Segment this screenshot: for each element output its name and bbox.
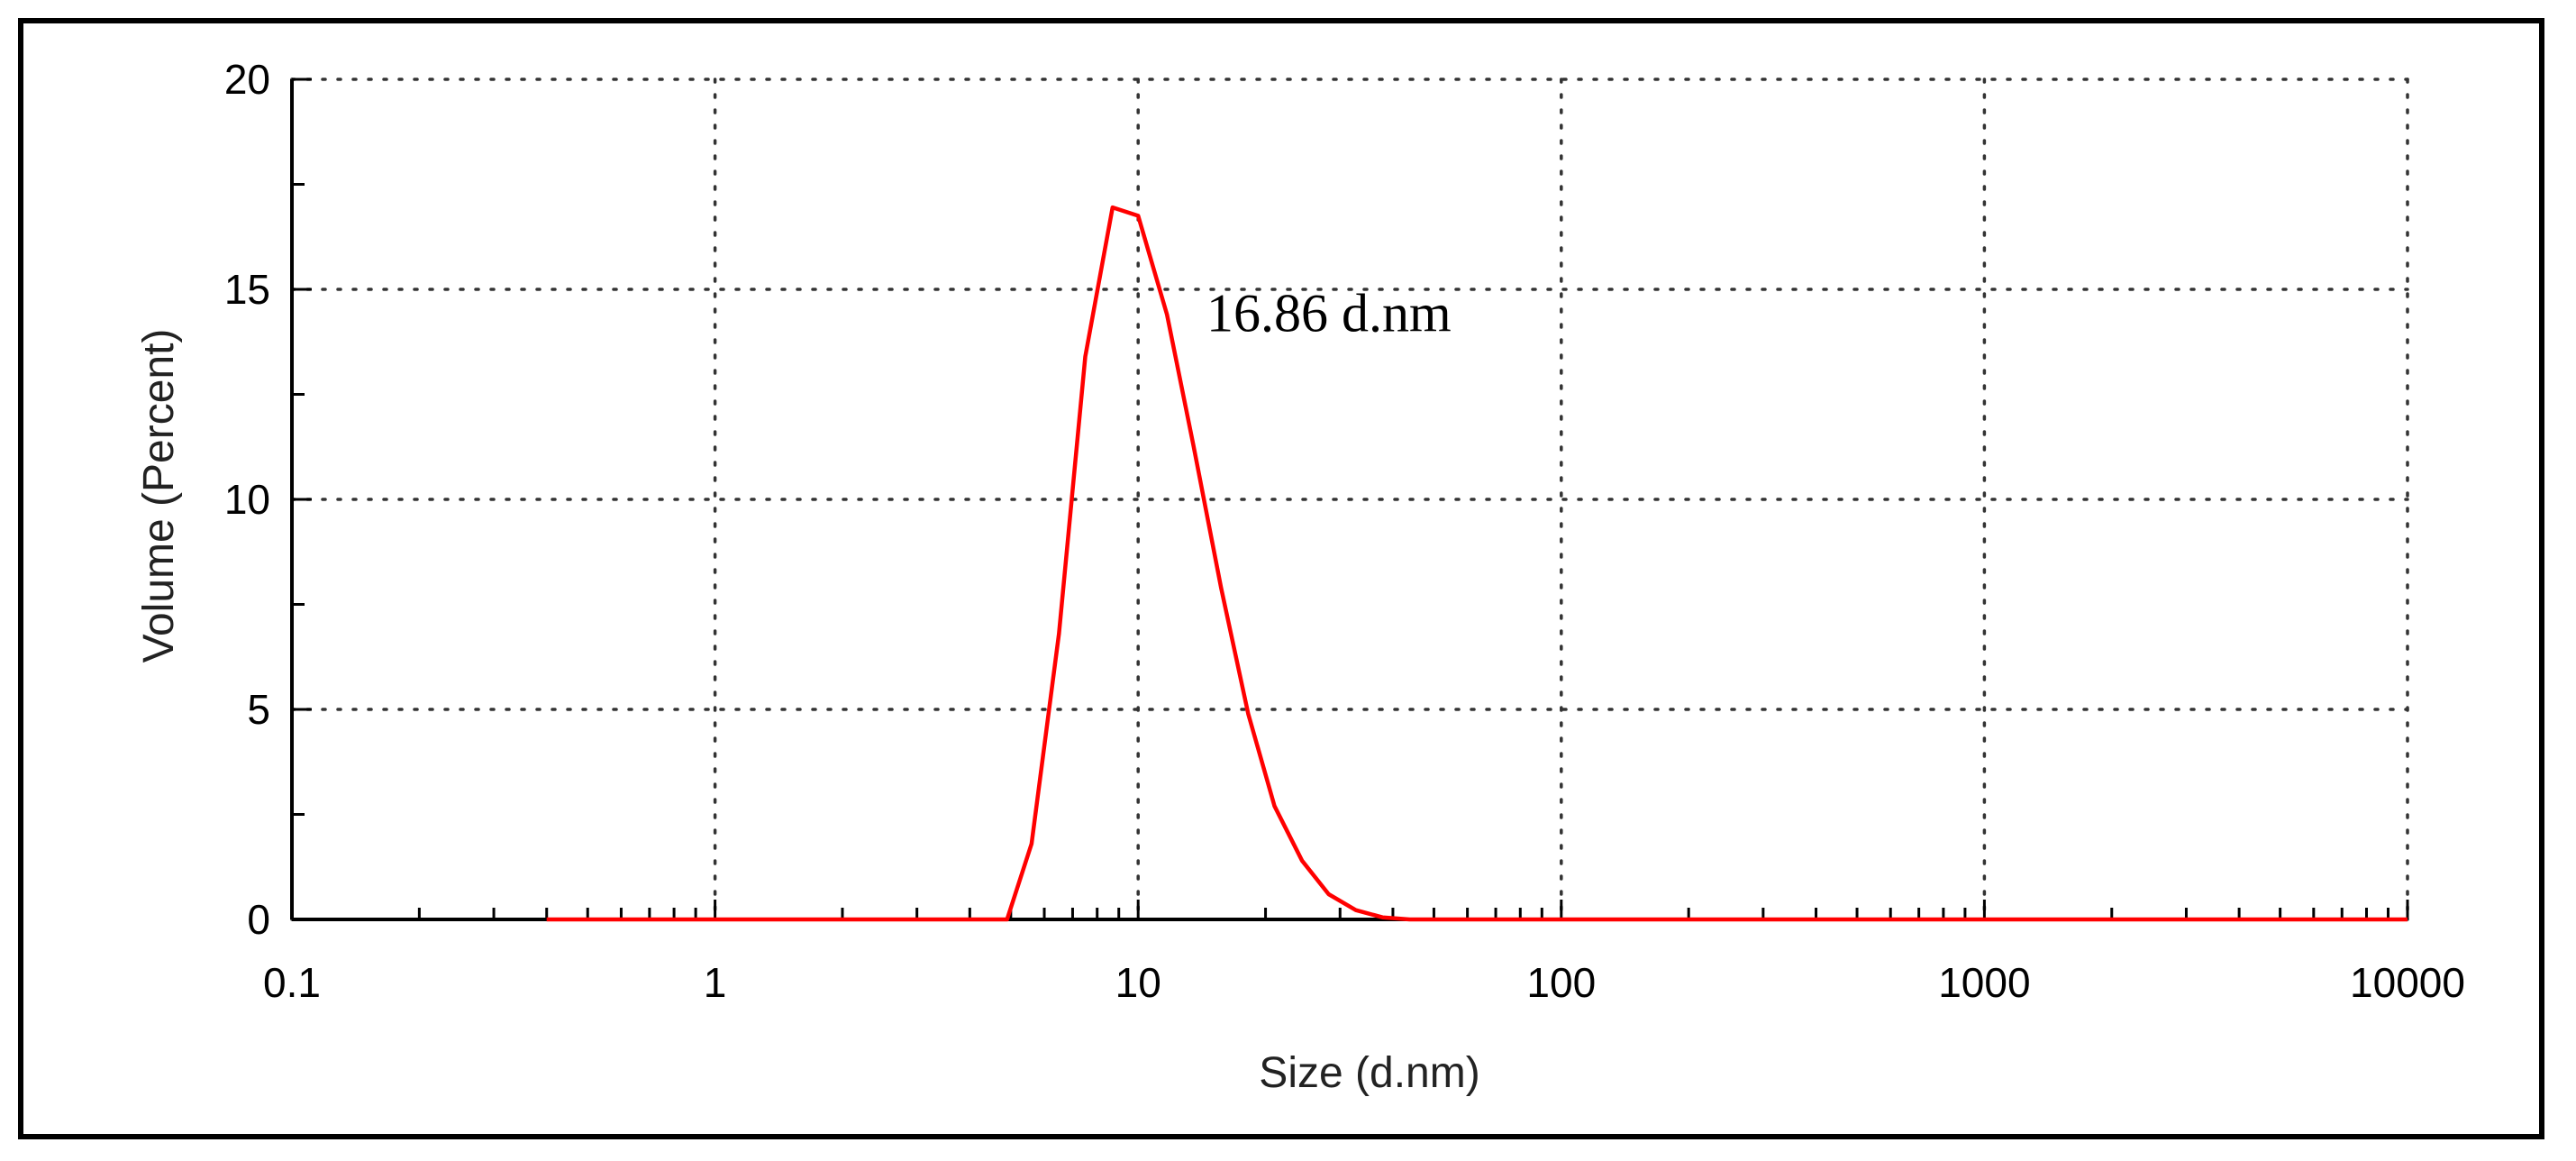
series-layer bbox=[546, 205, 2408, 922]
x-tick-label: 10000 bbox=[2350, 959, 2465, 1006]
y-tick-label: 5 bbox=[247, 686, 270, 733]
y-tick-label: 15 bbox=[224, 266, 270, 313]
y-tick-label: 10 bbox=[224, 476, 270, 523]
peak-annotation: 16.86 d.nm bbox=[1206, 284, 1452, 343]
x-tick-label: 10 bbox=[1115, 959, 1161, 1006]
size-distribution-chart: 0.1 1 10 100 1000 10000 0 5 10 15 20 Size (d.nm) Vol… bbox=[135, 56, 2465, 1097]
y-axis-title: Volume (Percent) bbox=[135, 329, 183, 663]
x-tick-label: 100 bbox=[1526, 959, 1596, 1006]
y-tick-label: 20 bbox=[224, 56, 270, 103]
volume-distribution-line bbox=[546, 205, 2408, 922]
x-tick-label: 1000 bbox=[1938, 959, 2030, 1006]
x-tick-label: 0.1 bbox=[263, 959, 321, 1006]
x-tick-label: 1 bbox=[704, 959, 727, 1006]
chart-frame: 0.1 1 10 100 1000 10000 0 5 10 15 20 Size (d.nm) Vol… bbox=[18, 18, 2544, 1139]
y-tick-label: 0 bbox=[247, 896, 270, 943]
grid bbox=[290, 78, 2409, 921]
x-axis-title: Size (d.nm) bbox=[1259, 1049, 1479, 1097]
labels: 0.1 1 10 100 1000 10000 0 5 10 15 20 Size (d.nm) Vol… bbox=[135, 56, 2465, 1097]
